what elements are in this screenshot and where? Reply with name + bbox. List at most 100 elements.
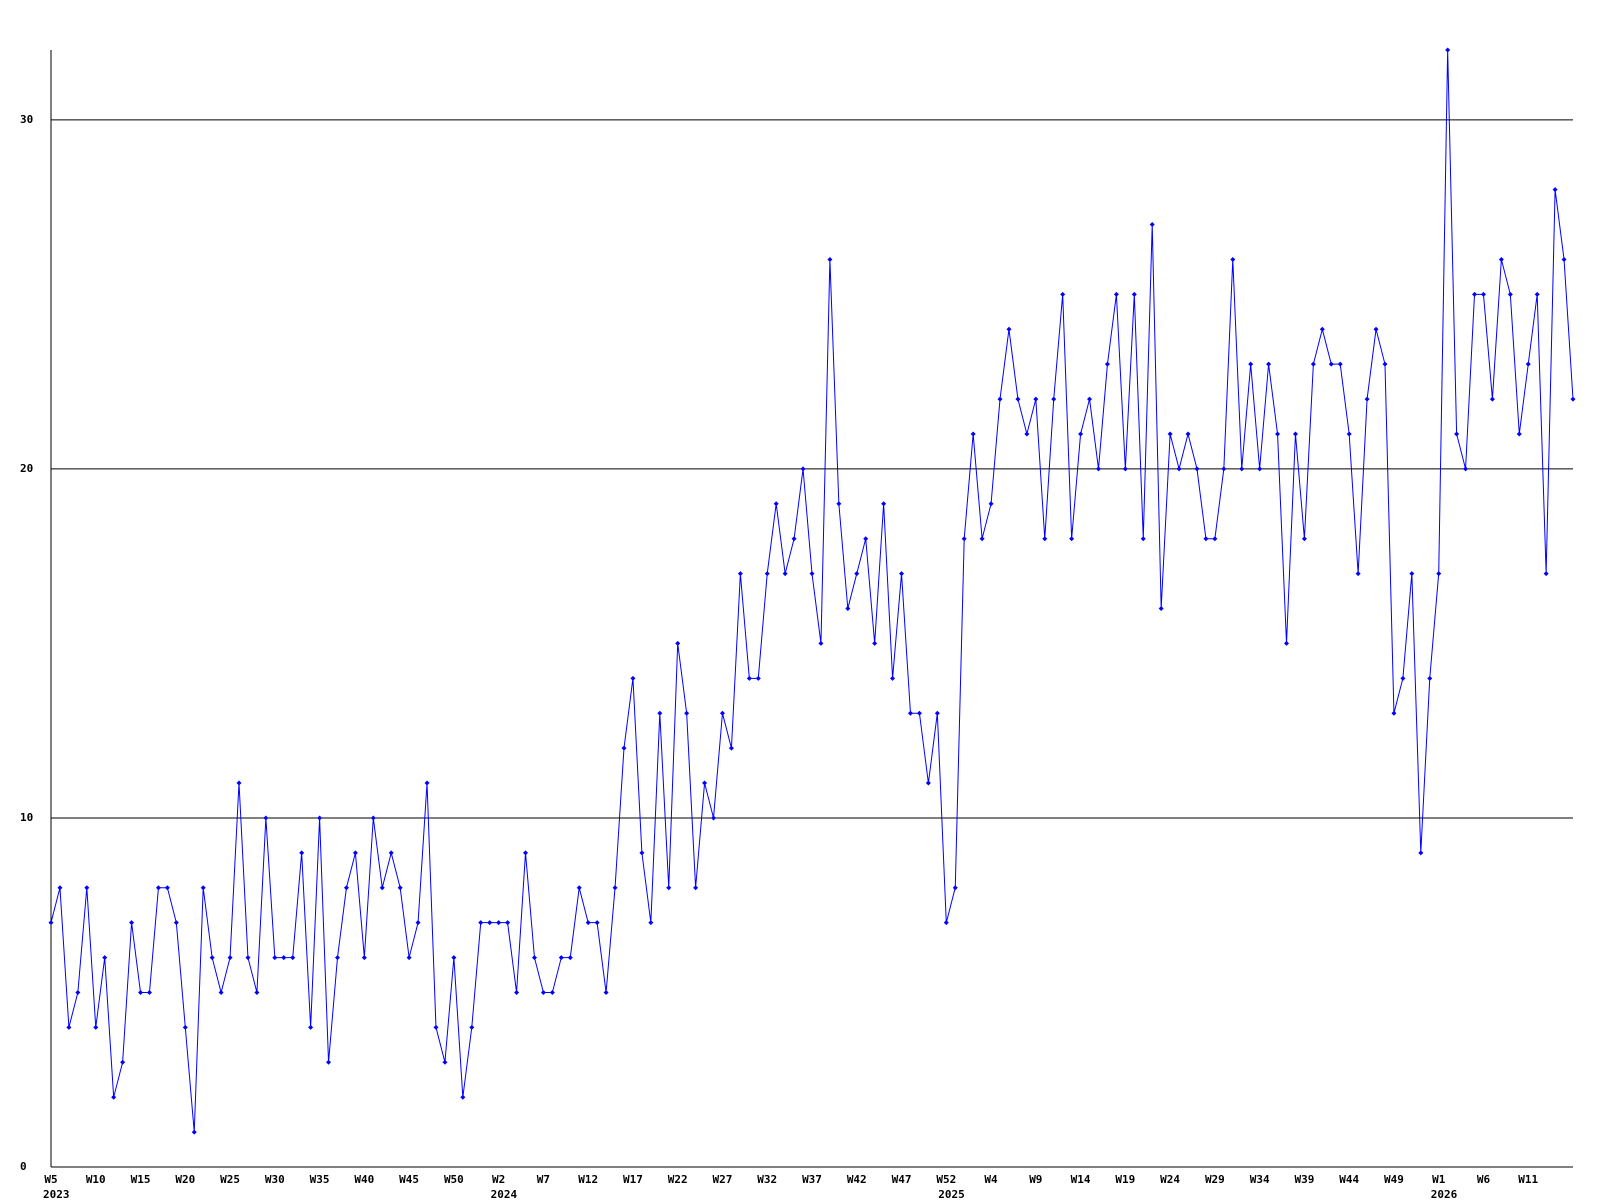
x-tick-label: W4 [984, 1173, 998, 1186]
data-point [1472, 291, 1478, 297]
data-point [469, 1024, 475, 1030]
data-point [1149, 222, 1155, 228]
data-point [75, 989, 81, 995]
data-point [621, 745, 627, 751]
data-point [899, 571, 905, 577]
data-point [916, 710, 922, 716]
data-point [863, 536, 869, 542]
data-point [693, 885, 699, 891]
data-point [684, 710, 690, 716]
x-tick-label: W20 [175, 1173, 195, 1186]
data-point [1418, 850, 1424, 856]
x-tick-label: W11 [1518, 1173, 1538, 1186]
data-point [155, 885, 161, 891]
data-point [1284, 640, 1290, 646]
x-tick-label: W14 [1071, 1173, 1091, 1186]
x-tick-label: W29 [1205, 1173, 1225, 1186]
data-point [1516, 431, 1522, 437]
data-point [800, 466, 806, 472]
x-tick-label: W45 [399, 1173, 419, 1186]
data-point [138, 989, 144, 995]
x-tick-label: W30 [265, 1173, 285, 1186]
data-point [728, 745, 734, 751]
data-point [558, 955, 564, 961]
x-tick-label: W37 [802, 1173, 822, 1186]
data-point [182, 1024, 188, 1030]
data-point [1543, 571, 1549, 577]
x-tick-label: W15 [131, 1173, 151, 1186]
x-tick-label: W19 [1115, 1173, 1135, 1186]
data-point [1561, 256, 1567, 262]
data-point [979, 536, 985, 542]
data-point [1552, 187, 1558, 193]
data-point [478, 920, 484, 926]
x-tick-label: W44 [1339, 1173, 1359, 1186]
x-tick-label: W42 [847, 1173, 867, 1186]
data-point [451, 955, 457, 961]
data-point [1275, 431, 1281, 437]
y-tick-label: 10 [20, 811, 33, 824]
data-point [352, 850, 358, 856]
x-tick-label: W40 [354, 1173, 374, 1186]
data-point [818, 640, 824, 646]
data-point [1212, 536, 1218, 542]
x-tick-label: W34 [1250, 1173, 1270, 1186]
data-point [961, 536, 967, 542]
data-point [84, 885, 90, 891]
x-tick-label: W17 [623, 1173, 643, 1186]
data-point [308, 1024, 314, 1030]
y-tick-label: 0 [20, 1160, 27, 1173]
data-point [388, 850, 394, 856]
data-point [1167, 431, 1173, 437]
data-point [102, 955, 108, 961]
data-point [549, 989, 555, 995]
data-point [594, 920, 600, 926]
data-point [1024, 431, 1030, 437]
data-point [326, 1059, 332, 1065]
data-point [1104, 361, 1110, 367]
data-point [120, 1059, 126, 1065]
data-point [1051, 396, 1057, 402]
data-point [1185, 431, 1191, 437]
data-point [836, 501, 842, 507]
data-point [1292, 431, 1298, 437]
data-point [1570, 396, 1576, 402]
data-point [57, 885, 63, 891]
data-point [442, 1059, 448, 1065]
data-point [487, 920, 493, 926]
data-point [746, 675, 752, 681]
data-point [1248, 361, 1254, 367]
data-point [531, 955, 537, 961]
data-point [1319, 326, 1325, 332]
data-point [648, 920, 654, 926]
data-point [1230, 256, 1236, 262]
data-point [460, 1094, 466, 1100]
data-point [755, 675, 761, 681]
data-line [50, 49, 1574, 1133]
data-point [827, 256, 833, 262]
year-label: 2023 [43, 1188, 70, 1200]
x-tick-label: W22 [668, 1173, 688, 1186]
data-point [424, 780, 430, 786]
data-point [415, 920, 421, 926]
data-point [263, 815, 269, 821]
data-point [845, 606, 851, 611]
data-point [576, 885, 582, 891]
data-point [1042, 536, 1048, 542]
data-point [496, 920, 502, 926]
data-point [1409, 571, 1415, 577]
data-point [209, 955, 215, 961]
data-point [540, 989, 546, 995]
data-point [809, 571, 815, 577]
year-label: 2024 [491, 1188, 518, 1200]
data-point [272, 955, 278, 961]
data-point [1087, 396, 1093, 402]
x-tick-label: W25 [220, 1173, 240, 1186]
x-tick-label: W7 [537, 1173, 550, 1186]
data-point [737, 571, 743, 577]
data-point [1033, 396, 1039, 402]
data-point [1006, 326, 1012, 332]
x-tick-label: W50 [444, 1173, 464, 1186]
data-point [702, 780, 708, 786]
